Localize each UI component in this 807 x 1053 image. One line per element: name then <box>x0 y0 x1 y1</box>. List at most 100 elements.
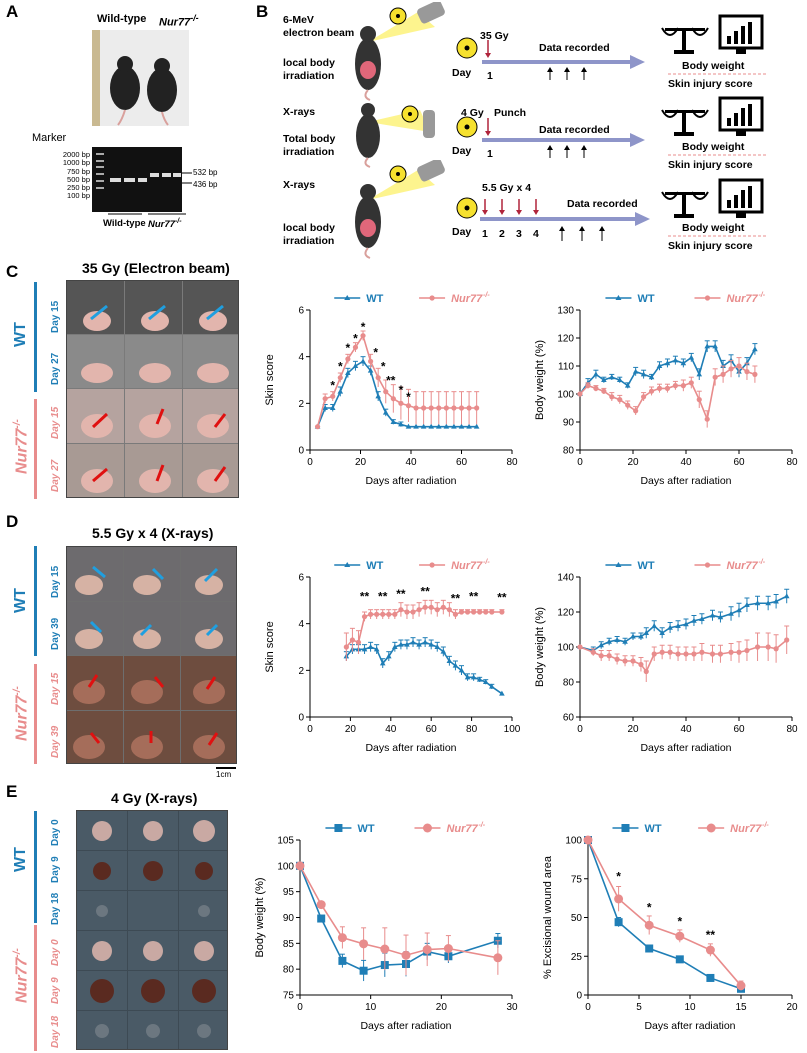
d-ko-sup: -/- <box>12 686 23 696</box>
c-ko-label: Nur77 <box>13 428 31 474</box>
data-point <box>410 609 416 615</box>
b3-mouse-illustration <box>355 160 445 259</box>
x-tick-label: 80 <box>506 457 518 468</box>
data-point <box>672 383 678 389</box>
data-point <box>593 385 599 391</box>
data-point <box>664 385 671 391</box>
y-tick-label: 25 <box>571 952 583 963</box>
data-point <box>728 357 734 363</box>
e-photo-grid <box>76 810 228 1050</box>
b1-day-1: 1 <box>487 70 493 82</box>
c-title: 35 Gy (Electron beam) <box>82 260 230 276</box>
data-point <box>352 363 359 368</box>
x-tick-label: 80 <box>786 724 798 735</box>
b2-day-1: 1 <box>487 148 493 160</box>
x-tick-label: 60 <box>733 724 745 735</box>
y-tick-label: 0 <box>298 446 304 457</box>
significance-mark: ** <box>706 928 716 942</box>
y-tick-label: 50 <box>571 913 583 924</box>
y-tick-label: 80 <box>283 965 295 976</box>
b2-output-icons <box>661 96 764 136</box>
d_skin-svg: 0 20 40 60 80 100 0 2 4 6 Days after radiation Skin… <box>264 559 521 754</box>
data-point <box>585 383 591 389</box>
data-point <box>405 403 412 409</box>
marker-label: Marker <box>32 132 67 144</box>
y-tick-label: 130 <box>557 306 574 317</box>
data-point <box>683 621 689 627</box>
data-point <box>609 394 615 400</box>
legend-marker <box>422 823 432 833</box>
c-day-1: Day 15 <box>50 300 61 333</box>
data-point <box>446 658 453 663</box>
data-point <box>295 861 305 871</box>
e-day-5: Day 9 <box>50 977 61 1004</box>
data-point <box>499 690 505 696</box>
y-tick-label: 0 <box>298 713 304 724</box>
legend-marker <box>704 562 711 568</box>
chart-d-skin: 0 20 40 60 80 100 0 2 4 6 Days after radiation Skin… <box>262 555 522 755</box>
x-tick-label: 20 <box>627 724 639 735</box>
y-tick-label: 90 <box>283 913 295 924</box>
c-day-2: Day 27 <box>50 352 61 385</box>
data-point <box>436 405 442 411</box>
data-point <box>617 397 623 403</box>
significance-mark: * <box>330 378 335 392</box>
data-point <box>744 647 750 654</box>
data-point <box>736 363 742 369</box>
b2-dose: 4 Gy <box>461 107 484 119</box>
b3-output-icons <box>661 178 764 218</box>
x-tick-label: 20 <box>786 1002 798 1013</box>
data-point <box>688 354 695 360</box>
y-tick-label: 2 <box>298 399 304 410</box>
data-point <box>482 679 489 684</box>
data-point <box>413 405 419 411</box>
data-point <box>659 649 665 655</box>
data-point <box>386 611 392 617</box>
data-point <box>401 950 411 960</box>
y-tick-label: 6 <box>298 306 304 317</box>
chart-c-skin: 0 20 40 60 80 0 2 4 6 Days after radiation Skin sc… <box>262 288 522 488</box>
data-point <box>458 609 465 615</box>
x-tick-label: 5 <box>636 1002 642 1013</box>
y-axis-label: Body weight (%) <box>534 340 546 420</box>
x-tick-label: 40 <box>385 724 397 735</box>
d-scale-bar: 1cm <box>216 770 232 779</box>
c-ko-sup: -/- <box>12 419 23 429</box>
b1-source-1: 6-MeV <box>283 14 314 26</box>
y-tick-label: 90 <box>563 418 575 429</box>
significance-mark: * <box>381 360 386 374</box>
legend-marker <box>429 295 435 301</box>
data-point <box>644 920 654 930</box>
chart-e-wound-area: 0 5 10 15 20 0 25 50 75 100 Days after radiation % … <box>540 818 802 1033</box>
data-point <box>614 656 620 662</box>
legend-marker <box>344 562 351 567</box>
d-day-2: Day 39 <box>50 617 61 650</box>
data-point <box>675 955 684 964</box>
data-point <box>632 368 639 374</box>
data-point <box>773 598 779 604</box>
panel-letter-d: D <box>6 512 19 531</box>
e-ko-sup: -/- <box>12 948 23 958</box>
data-point <box>446 607 452 613</box>
data-point <box>614 894 624 904</box>
x-tick-label: 0 <box>307 457 313 468</box>
legend-label: WT <box>637 293 654 305</box>
legend-sup: -/- <box>483 559 490 566</box>
b2-target-1: Total body <box>283 133 336 145</box>
data-point <box>458 423 465 429</box>
x-tick-label: 0 <box>307 724 313 735</box>
d-title: 5.5 Gy x 4 (X-rays) <box>92 525 214 541</box>
data-point <box>765 600 771 606</box>
data-point <box>483 609 489 615</box>
data-point <box>598 653 604 659</box>
chart-e-body-weight: 0 10 20 30 75 80 85 90 95 100 105 Days after radiat… <box>252 818 522 1033</box>
significance-mark: ** <box>420 585 430 599</box>
data-point <box>675 931 685 941</box>
data-point <box>473 423 480 429</box>
data-point <box>577 644 583 650</box>
wt-series-line <box>316 360 477 428</box>
data-point <box>451 405 457 411</box>
legend-label: Nur77 <box>726 560 758 572</box>
data-point <box>410 639 416 645</box>
data-point <box>443 405 449 411</box>
